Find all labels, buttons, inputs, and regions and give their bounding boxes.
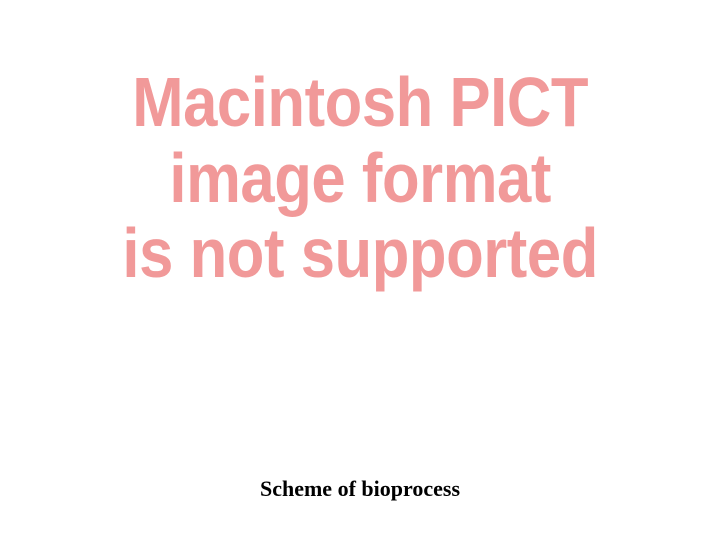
slide: Macintosh PICT image format is not suppo… [0,0,720,540]
message-line-1: Macintosh PICT [122,65,597,141]
message-line-3: is not supported [122,216,597,292]
message-line-2: image format [122,141,597,217]
unsupported-image-message: Macintosh PICT image format is not suppo… [90,65,630,292]
slide-caption: Scheme of bioprocess [0,476,720,502]
